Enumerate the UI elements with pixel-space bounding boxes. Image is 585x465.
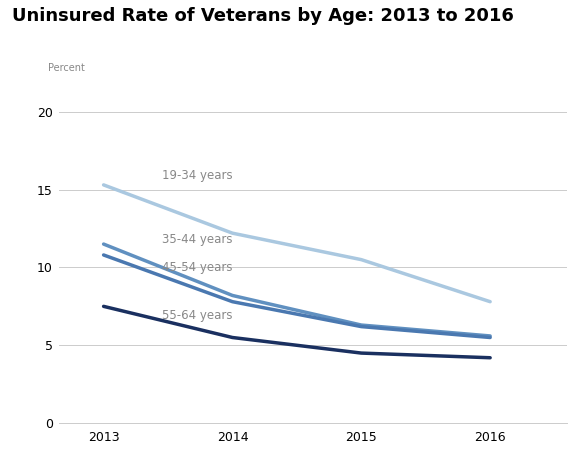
Text: Percent: Percent — [49, 63, 85, 73]
Text: 35-44 years: 35-44 years — [161, 232, 232, 246]
Text: 55-64 years: 55-64 years — [161, 309, 232, 322]
Text: 45-54 years: 45-54 years — [161, 261, 232, 274]
Text: 19-34 years: 19-34 years — [161, 169, 232, 182]
Text: Uninsured Rate of Veterans by Age: 2013 to 2016: Uninsured Rate of Veterans by Age: 2013 … — [12, 7, 514, 25]
